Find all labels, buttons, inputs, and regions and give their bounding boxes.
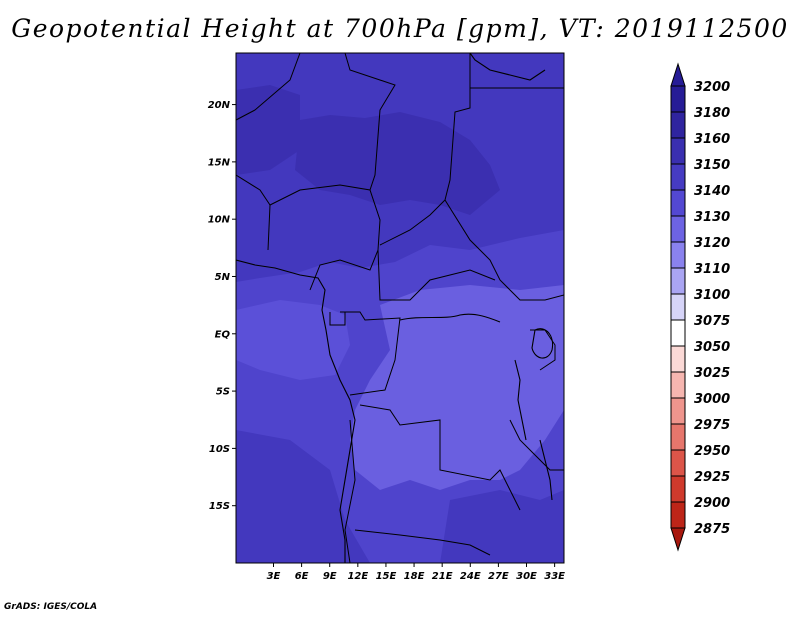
border-line	[509, 419, 564, 471]
border-line	[344, 419, 356, 563]
colorbar: 3200 3180 3160 3150 3140 3130 3120 3110 3100 3075…	[670, 62, 730, 552]
lon-tick-label: 18E	[404, 571, 425, 582]
colorbar-cell	[670, 371, 686, 399]
river-congo	[399, 313, 501, 323]
border-line	[530, 329, 556, 371]
lat-tick-label: 5N	[215, 272, 231, 283]
colorbar-label: 2950	[694, 444, 730, 459]
colorbar-cell	[670, 267, 686, 295]
border-line	[340, 311, 401, 396]
lon-tick-label: 12E	[347, 571, 368, 582]
colorbar-cell	[670, 501, 686, 529]
border-line	[329, 312, 346, 326]
field-region-3140-gulf	[236, 300, 350, 380]
colorbar-cell	[670, 345, 686, 373]
colorbar-label: 3200	[694, 80, 730, 95]
country-borders	[236, 53, 564, 563]
lat-tick-label: 20N	[208, 100, 231, 111]
lon-tick-label: 24E	[460, 571, 481, 582]
colorbar-label: 3140	[694, 184, 730, 199]
border-line	[444, 199, 564, 301]
lon-tick-label: 9E	[323, 571, 337, 582]
colorbar-cell	[670, 111, 686, 139]
colorbar-label: 3050	[694, 340, 730, 355]
border-line	[236, 174, 271, 251]
lon-tick-label: 15E	[376, 571, 397, 582]
colorbar-cell	[670, 423, 686, 451]
colorbar-label: 3150	[694, 158, 730, 173]
colorbar-cell	[670, 163, 686, 191]
lon-tick-label: 33E	[544, 571, 565, 582]
lon-tick-label: 30E	[516, 571, 537, 582]
border-line	[269, 184, 381, 291]
colorbar-label: 3000	[694, 392, 730, 407]
border-line	[344, 53, 396, 191]
colorbar-label: 3110	[694, 262, 730, 277]
border-line	[377, 249, 496, 301]
lat-tick-label: 5S	[216, 387, 230, 398]
colorbar-cell	[670, 85, 686, 113]
colorbar-label: 3100	[694, 288, 730, 303]
lat-tick-label: 10S	[209, 444, 230, 455]
lon-tick-label: 6E	[295, 571, 309, 582]
lon-tick-label: 21E	[432, 571, 453, 582]
border-line	[354, 529, 491, 556]
field-region-3180-north	[295, 112, 500, 215]
coastline	[236, 53, 554, 563]
border-line	[359, 404, 521, 511]
colorbar-label: 3180	[694, 106, 730, 121]
field-region-3160-south	[236, 430, 370, 563]
lon-tick-label: 27E	[488, 571, 509, 582]
grads-credit: GrADS: IGES/COLA	[4, 602, 98, 612]
border-line	[236, 53, 301, 121]
colorbar-cell	[670, 397, 686, 425]
height-field	[236, 53, 564, 563]
lat-tick-label: 15N	[208, 157, 231, 168]
colorbar-label: 2975	[694, 418, 730, 433]
colorbar-label: 3130	[694, 210, 730, 225]
border-line	[379, 53, 471, 246]
latitude-axis: 20N 15N 10N 5N EQ 5S 10S 15S	[208, 100, 236, 512]
colorbar-cell	[670, 137, 686, 165]
colorbar-bottom-arrow	[670, 527, 686, 552]
lake-victoria	[531, 328, 554, 359]
field-region-3130-congo	[350, 285, 564, 490]
colorbar-cell	[670, 449, 686, 477]
colorbar-label: 3120	[694, 236, 730, 251]
colorbar-cell	[670, 293, 686, 321]
colorbar-cell	[670, 319, 686, 347]
lat-tick-label: 15S	[209, 501, 230, 512]
longitude-axis: 3E 6E 9E 12E 15E 18E 21E 24E 27E 30E 33E	[267, 563, 565, 582]
colorbar-top-arrow	[670, 62, 686, 87]
colorbar-label: 3075	[694, 314, 730, 329]
colorbar-cell	[670, 241, 686, 269]
colorbar-label: 3025	[694, 366, 730, 381]
colorbar-cell	[670, 215, 686, 243]
colorbar-label: 2875	[694, 522, 730, 537]
field-region-3160-southeast	[440, 490, 564, 563]
colorbar-label: 2925	[694, 470, 730, 485]
chart-title: Geopotential Height at 700hPa [gpm], VT:…	[11, 14, 789, 43]
lake-malawi	[539, 439, 553, 501]
lake-tanganyika	[514, 359, 527, 441]
colorbar-label: 3160	[694, 132, 730, 147]
field-region-3180-northwest	[236, 85, 300, 175]
colorbar-cell	[670, 475, 686, 503]
lat-tick-label: EQ	[215, 329, 231, 340]
colorbar-label: 2900	[694, 496, 730, 511]
colorbar-cell	[670, 189, 686, 217]
coastline-west-africa	[236, 259, 356, 563]
lon-tick-label: 3E	[267, 571, 281, 582]
coastline-east-africa	[469, 53, 546, 81]
lat-tick-label: 10N	[208, 215, 231, 226]
map-frame	[235, 52, 565, 564]
